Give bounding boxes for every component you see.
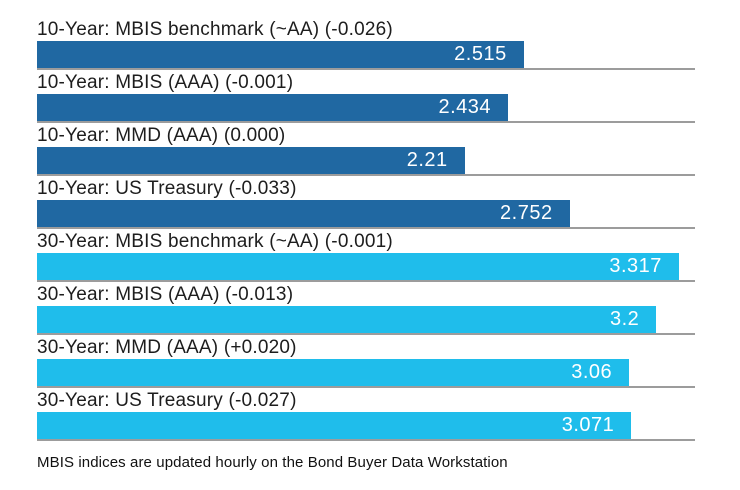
bar-row-label: 30-Year: MBIS (AAA) (-0.013) (37, 284, 294, 305)
bar-row: 10-Year: US Treasury (-0.033) 2.752 (37, 178, 695, 229)
bar-value: 3.06 (571, 361, 613, 383)
bar-track: 3.317 (37, 253, 695, 282)
bar-track: 2.434 (37, 94, 695, 123)
bar-row-label: 10-Year: MBIS benchmark (~AA) (-0.026) (37, 19, 393, 40)
bar-value: 2.21 (406, 149, 448, 171)
chart-footnote: MBIS indices are updated hourly on the B… (37, 454, 508, 471)
bar-value: 3.071 (561, 414, 615, 436)
bar-track: 2.515 (37, 41, 695, 70)
bar: 3.06 (37, 359, 630, 386)
bar: 2.21 (37, 147, 465, 174)
bar-row: 30-Year: MBIS (AAA) (-0.013) 3.2 (37, 284, 695, 335)
bar: 2.752 (37, 200, 570, 227)
bar-value: 2.434 (438, 96, 492, 118)
chart-rows: 10-Year: MBIS benchmark (~AA) (-0.026) 2… (37, 19, 695, 441)
bar-track: 3.06 (37, 359, 695, 388)
bar-track: 3.2 (37, 306, 695, 335)
bar: 2.434 (37, 94, 509, 121)
bar-row: 10-Year: MBIS (AAA) (-0.001) 2.434 (37, 72, 695, 123)
bar-row: 30-Year: MMD (AAA) (+0.020) 3.06 (37, 337, 695, 388)
bar-value: 2.515 (454, 43, 507, 65)
bar-row: 30-Year: US Treasury (-0.027) 3.071 (37, 390, 695, 441)
bar-row: 10-Year: MMD (AAA) (0.000) 2.21 (37, 125, 695, 176)
bar-row: 30-Year: MBIS benchmark (~AA) (-0.001) 3… (37, 231, 695, 282)
bar-row: 10-Year: MBIS benchmark (~AA) (-0.026) 2… (37, 19, 695, 70)
bar-track: 2.21 (37, 147, 695, 176)
bar-row-label: 30-Year: US Treasury (-0.027) (37, 390, 297, 411)
bar: 3.317 (37, 253, 679, 280)
bar-row-label: 10-Year: US Treasury (-0.033) (37, 178, 297, 199)
bar: 2.515 (37, 41, 524, 68)
bar-value: 2.752 (500, 202, 553, 224)
bar-track: 2.752 (37, 200, 695, 229)
bar-value: 3.317 (609, 255, 662, 277)
bar: 3.071 (37, 412, 632, 439)
bar-track: 3.071 (37, 412, 695, 441)
bar-value: 3.2 (609, 308, 640, 330)
bar: 3.2 (37, 306, 657, 333)
bar-row-label: 30-Year: MMD (AAA) (+0.020) (37, 337, 297, 358)
bar-row-label: 30-Year: MBIS benchmark (~AA) (-0.001) (37, 231, 393, 252)
bar-row-label: 10-Year: MBIS (AAA) (-0.001) (37, 72, 294, 93)
bar-row-label: 10-Year: MMD (AAA) (0.000) (37, 125, 286, 146)
